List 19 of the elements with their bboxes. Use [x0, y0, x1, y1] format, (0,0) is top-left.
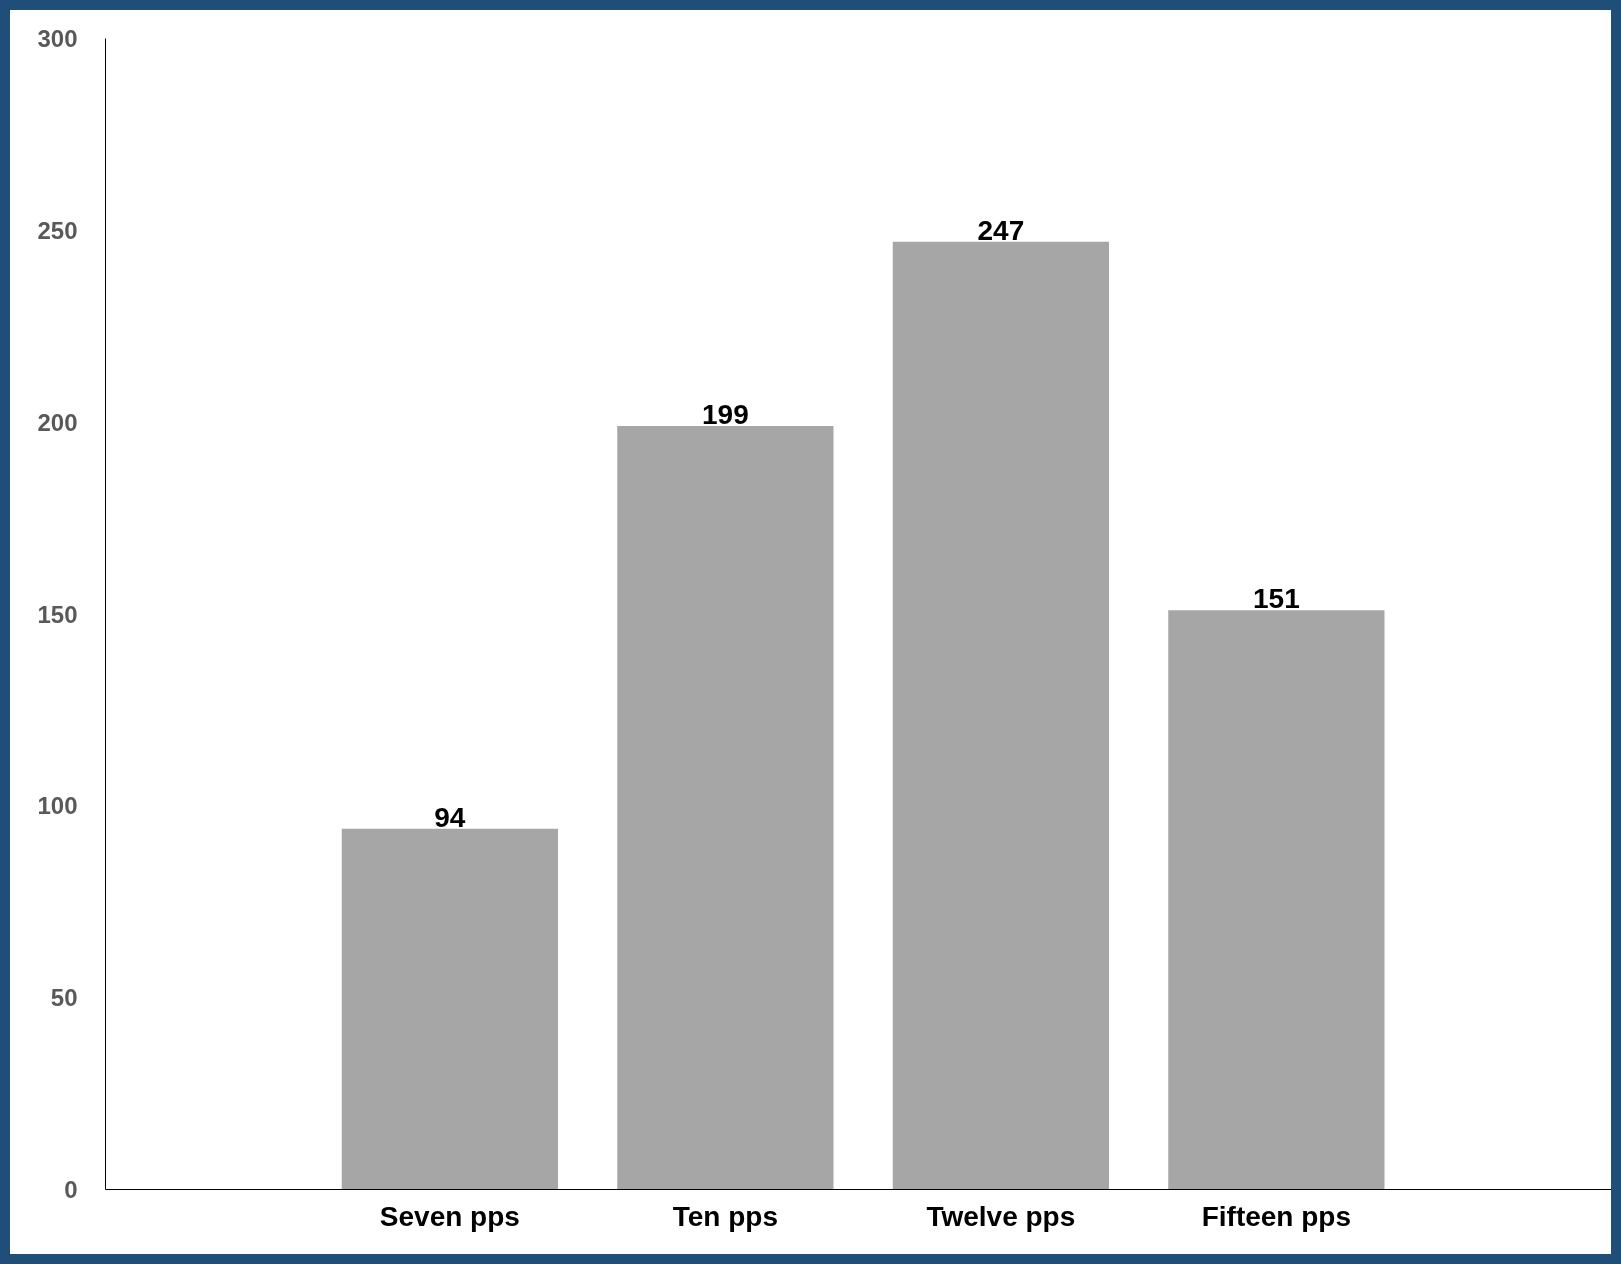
y-tick-label: 50: [50, 984, 78, 1012]
y-tick-label: 100: [37, 792, 78, 820]
y-tick-label: 250: [37, 216, 78, 244]
x-tick-label: Fifteen pps: [1201, 1200, 1352, 1232]
y-tick-label: 300: [37, 25, 78, 52]
bar: [617, 426, 834, 1190]
y-tick-label: 200: [37, 408, 78, 436]
bar: [341, 828, 559, 1190]
data-label: 94: [434, 801, 466, 833]
data-label: 151: [1253, 583, 1300, 615]
y-tick-label: 0: [64, 1176, 78, 1203]
bar: [1168, 610, 1385, 1190]
x-tick-label: Ten pps: [672, 1200, 779, 1232]
bar: [892, 241, 1110, 1190]
data-label: 247: [977, 214, 1025, 246]
y-tick-label: 150: [37, 600, 78, 628]
data-label: 199: [702, 399, 749, 430]
x-tick-label: Seven pps: [379, 1200, 520, 1232]
x-tick-label: Twelve pps: [926, 1200, 1076, 1232]
